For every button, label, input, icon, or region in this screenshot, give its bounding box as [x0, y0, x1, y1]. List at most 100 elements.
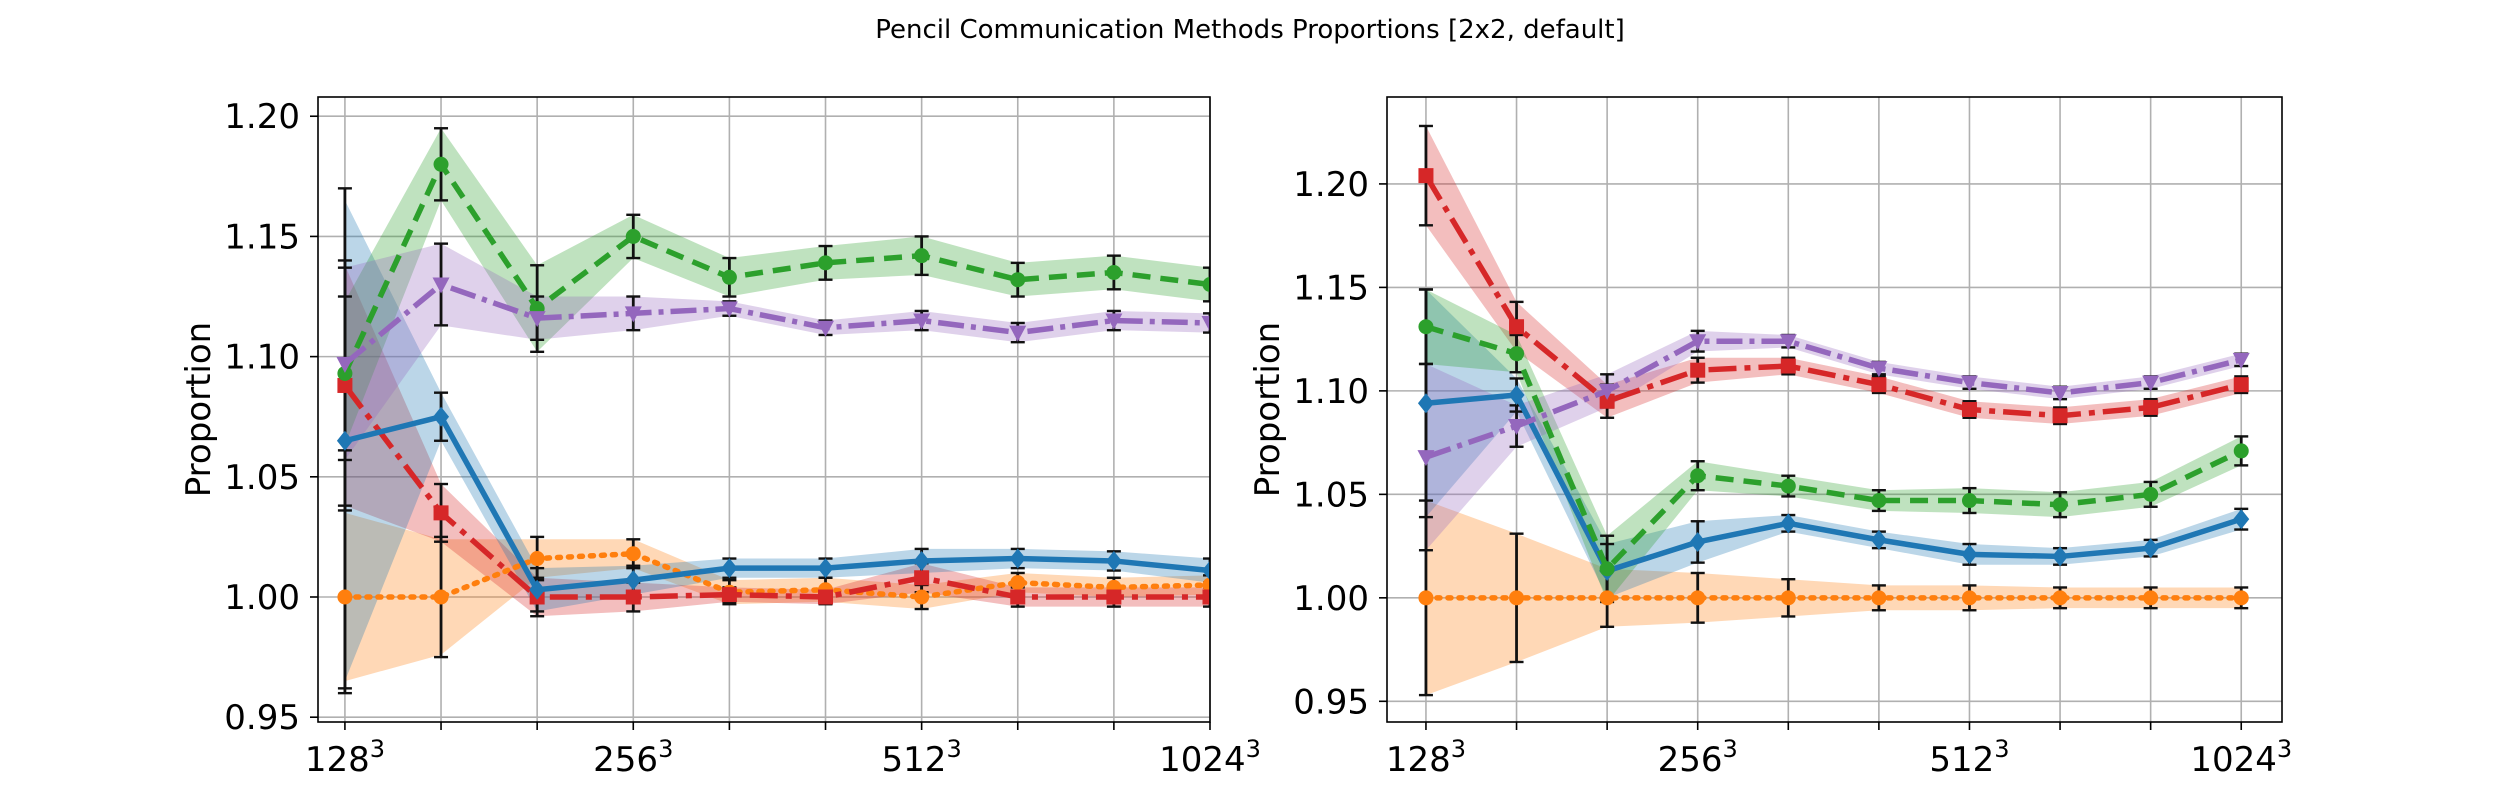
data-point	[1599, 561, 1615, 577]
data-point	[914, 589, 930, 605]
data-point	[1418, 168, 1434, 184]
y-tick-label: 1.05	[224, 458, 300, 498]
data-point	[2233, 443, 2249, 459]
data-point	[336, 356, 354, 373]
series-markers-4	[1418, 319, 2249, 577]
y-axis-label: Proportion	[179, 322, 219, 497]
data-point	[913, 550, 930, 571]
data-point	[1779, 334, 1797, 351]
series-line-5	[343, 281, 1210, 366]
data-point	[1105, 550, 1122, 571]
data-point	[529, 579, 546, 600]
data-point	[914, 248, 930, 264]
series-line-3	[344, 413, 1210, 593]
data-point	[1509, 346, 1525, 362]
data-point	[1010, 575, 1026, 591]
data-point	[625, 546, 641, 562]
x-tick-label: 5123	[882, 735, 962, 780]
data-point	[2143, 399, 2159, 415]
data-point	[1418, 319, 1434, 335]
data-point	[2052, 497, 2068, 513]
y-tick-label: 1.15	[224, 217, 300, 257]
data-point	[2051, 385, 2069, 402]
series-line-4	[1425, 324, 2243, 572]
series-line-4	[342, 161, 1210, 375]
data-point	[1689, 531, 1706, 552]
series-markers-3	[1417, 385, 2250, 581]
data-point	[1202, 577, 1210, 593]
y-tick-label: 1.10	[1293, 372, 1369, 412]
data-point	[625, 228, 641, 244]
axes-frame	[1386, 96, 2283, 723]
y-tick-label: 1.20	[224, 97, 300, 137]
series-markers-2	[337, 377, 1210, 605]
confidence-band-5	[1425, 330, 2242, 551]
x-tick-label: 2563	[1658, 735, 1738, 780]
y-tick-label: 0.95	[1293, 682, 1369, 722]
data-point	[432, 277, 450, 294]
data-point	[1599, 393, 1615, 409]
data-point	[1009, 548, 1026, 569]
series-line-1	[342, 550, 1210, 600]
data-point	[721, 269, 737, 285]
data-point	[1961, 493, 1977, 509]
y-tick-label: 1.00	[224, 578, 300, 618]
series-markers-3	[336, 406, 1210, 600]
series-markers-2	[1418, 168, 2249, 424]
y-tick-label: 1.20	[1293, 165, 1369, 205]
figure-title: Pencil Communication Methods Proportions…	[875, 15, 1624, 45]
data-point	[1780, 478, 1796, 494]
data-point	[1106, 589, 1122, 605]
x-tick-label: 2563	[593, 735, 673, 780]
data-point	[529, 551, 545, 567]
data-point	[2142, 375, 2160, 392]
data-point	[1010, 272, 1026, 288]
data-point	[2233, 509, 2250, 530]
data-point	[1871, 377, 1887, 393]
data-point	[1690, 362, 1706, 378]
plot-area	[1417, 124, 2250, 697]
data-point	[1201, 315, 1210, 332]
data-point	[1509, 319, 1525, 335]
data-point	[1870, 529, 1887, 550]
data-point	[2143, 486, 2159, 502]
data-point	[1780, 358, 1796, 374]
data-point	[337, 377, 353, 393]
data-point	[2233, 377, 2249, 393]
y-axis-label: Proportion	[1248, 322, 1288, 497]
data-point	[1961, 402, 1977, 417]
y-tick-label: 1.15	[1293, 268, 1369, 308]
x-axis: 1283 2563 5123 10243	[305, 722, 1261, 780]
data-point	[914, 570, 930, 586]
data-point	[2052, 408, 2068, 424]
data-point	[721, 558, 738, 579]
data-point	[1780, 590, 1796, 606]
y-tick-label: 1.00	[1293, 579, 1369, 619]
x-tick-label: 5123	[1929, 735, 2009, 780]
x-tick-label: 1283	[1386, 735, 1466, 780]
x-tick-label: 1283	[305, 735, 385, 780]
data-point	[1780, 513, 1797, 534]
data-point	[1509, 590, 1525, 606]
data-point	[625, 570, 642, 591]
data-point	[817, 320, 835, 337]
data-point	[817, 558, 834, 579]
data-point	[528, 311, 546, 328]
data-point	[818, 589, 834, 605]
data-point	[1508, 385, 1525, 406]
y-tick-label: 1.05	[1293, 475, 1369, 515]
series-line-5	[1425, 338, 2242, 460]
data-point	[336, 430, 353, 451]
axes-frame	[317, 96, 1211, 723]
data-point	[1417, 393, 1434, 414]
data-point	[1598, 383, 1616, 400]
y-axis: 0.95 1.00 1.05 1.10 1.15 1.20	[224, 97, 318, 738]
confidence-band-4	[344, 128, 1210, 446]
data-point	[624, 306, 642, 323]
data-point	[1105, 313, 1123, 330]
data-point	[1010, 589, 1026, 605]
data-point	[1202, 277, 1210, 292]
data-point	[1960, 375, 1978, 392]
series-line-2	[1423, 174, 2242, 419]
